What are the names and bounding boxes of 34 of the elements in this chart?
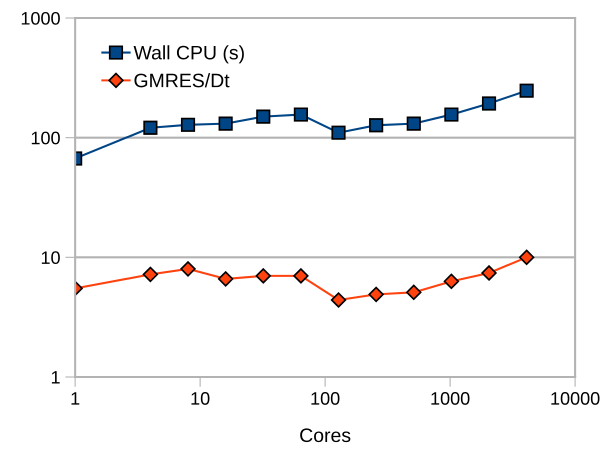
point [293, 268, 309, 284]
y-tick-label: 10 [42, 251, 60, 264]
point [142, 266, 158, 282]
point [180, 261, 196, 277]
point [444, 274, 460, 290]
x-tick-label: 1 [72, 392, 80, 405]
legend-label: GMRES/Dt [134, 73, 230, 88]
point [406, 284, 422, 300]
point [406, 116, 421, 131]
point [444, 107, 458, 122]
x-tick-label: 1000 [431, 392, 470, 405]
point [256, 110, 270, 124]
x-tick-label: 100 [311, 392, 340, 405]
y-tick-label: 1000 [22, 12, 60, 25]
point [482, 96, 496, 111]
point [331, 126, 346, 140]
point [218, 271, 234, 287]
point [368, 286, 384, 302]
point [369, 118, 384, 132]
point [520, 84, 534, 98]
x-axis-title: Cores [300, 428, 350, 442]
y-tick-label: 1 [52, 371, 60, 384]
x-tick-label: 10000 [551, 392, 600, 405]
point [218, 116, 233, 131]
legend-label: Wall CPU (s) [134, 45, 244, 64]
point [256, 268, 271, 284]
x-tick-label: 10 [191, 392, 210, 405]
point [143, 120, 158, 135]
point [294, 107, 308, 122]
point [518, 250, 534, 266]
point [330, 292, 346, 308]
point [180, 118, 196, 132]
y-tick-label: 100 [32, 132, 60, 144]
point [481, 265, 497, 281]
